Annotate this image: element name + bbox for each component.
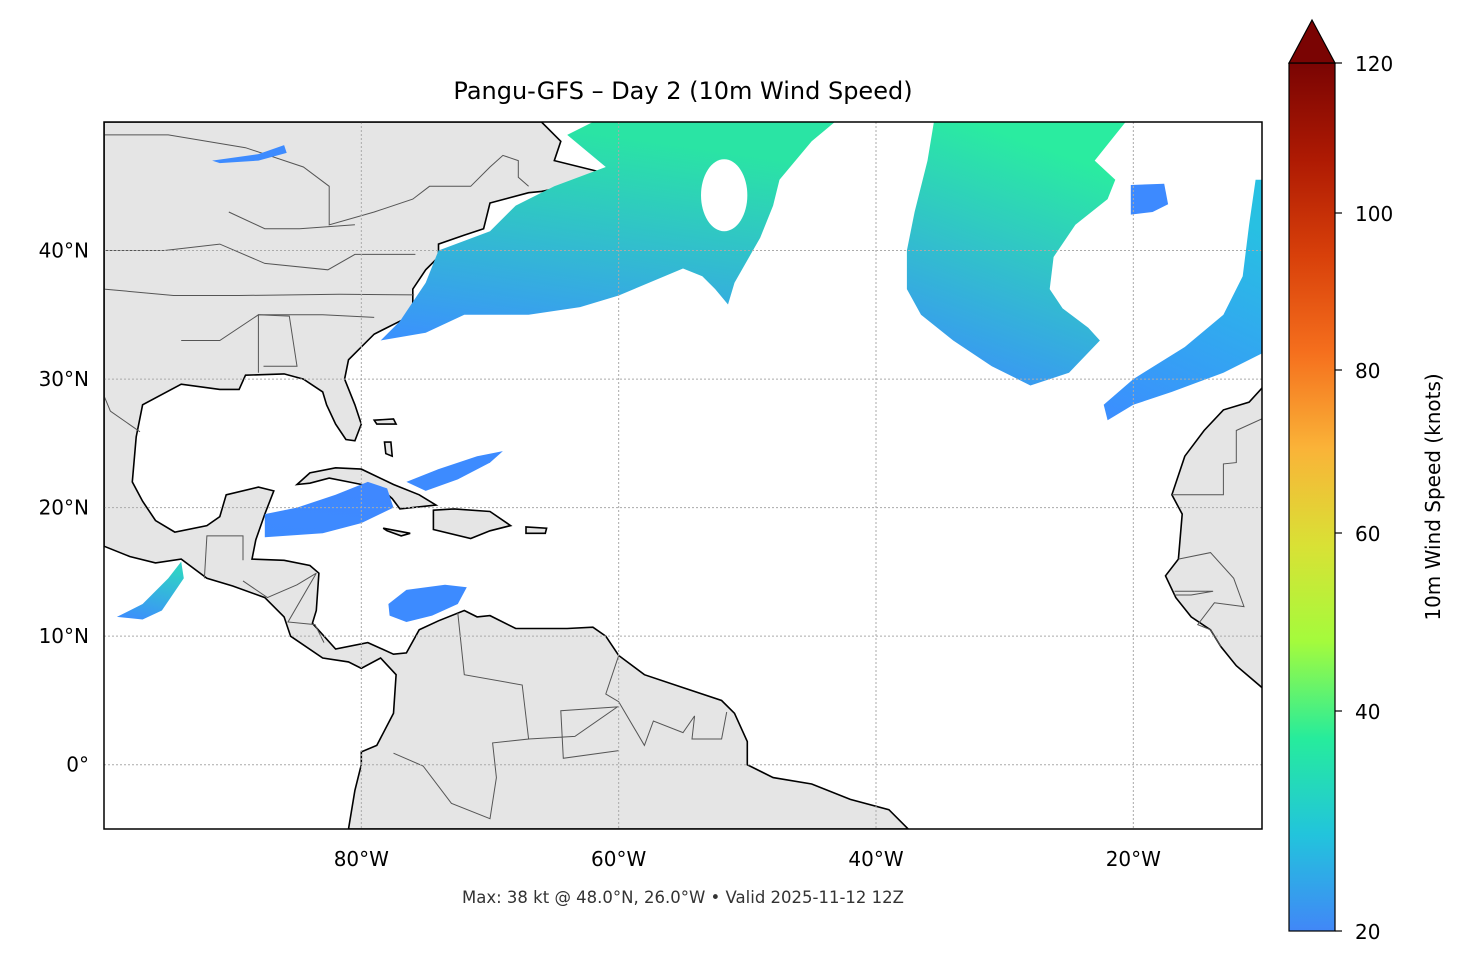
wind-layer xyxy=(116,122,1262,622)
colorbar-ticks: 20 40 60 80 100 120 xyxy=(1335,52,1393,944)
border-us-mexico xyxy=(104,395,141,433)
border-us-states-4 xyxy=(257,314,298,373)
lat-tick-label: 0° xyxy=(66,753,89,777)
colorbar-tick-label: 60 xyxy=(1355,522,1380,546)
colorbar-extend-arrow xyxy=(1287,18,1337,64)
land-puerto-rico xyxy=(525,526,548,535)
lon-tick-label: 40°W xyxy=(848,847,903,871)
border-sa-borders-1 xyxy=(393,612,530,820)
land-bahamas-north xyxy=(372,418,398,425)
border-africa-borders-2 xyxy=(1178,552,1245,647)
border-mexico-guatemala xyxy=(203,535,244,579)
lon-tick-label: 80°W xyxy=(334,847,389,871)
lat-tick-label: 30°N xyxy=(39,367,89,391)
colorbar-gradient xyxy=(1288,62,1336,932)
border-us-states-2 xyxy=(104,288,415,296)
axis-tick-labels: 80°W 60°W 40°W 20°W 40°N 30°N 20°N 10°N 0° xyxy=(39,239,1162,871)
border-us-states-3 xyxy=(181,314,375,341)
wind-region-azores-patch xyxy=(1130,183,1169,215)
land-hispaniola xyxy=(432,508,513,540)
border-africa-borders-3 xyxy=(1174,590,1214,596)
footer-info: Max: 38 kt @ 48.0°N, 26.0°W • Valid 2025… xyxy=(462,888,904,907)
colorbar-tick-label: 20 xyxy=(1355,920,1380,944)
wind-region-caribbean-south xyxy=(388,584,467,622)
wind-region-central-atlantic xyxy=(906,122,1126,386)
border-central-america xyxy=(242,572,325,643)
lon-tick-label: 60°W xyxy=(591,847,646,871)
border-sa-borders-2 xyxy=(605,655,728,747)
map-area xyxy=(104,122,1262,829)
map-frame xyxy=(103,121,1263,830)
colorbar-tick-label: 80 xyxy=(1355,359,1380,383)
border-sa-borders-3 xyxy=(528,706,620,759)
lat-tick-label: 20°N xyxy=(39,496,89,520)
colorbar-tick-label: 100 xyxy=(1355,202,1393,226)
wind-region-bahamas-east xyxy=(406,451,503,491)
lon-tick-label: 20°W xyxy=(1106,847,1161,871)
lat-tick-label: 40°N xyxy=(39,239,89,263)
colorbar: 20 40 60 80 100 120 10m Wind Speed (knots) xyxy=(1287,18,1445,944)
wind-region-lake-superior xyxy=(212,145,287,164)
calm-notch xyxy=(701,159,748,232)
colorbar-tick-label: 120 xyxy=(1355,52,1393,76)
border-africa-borders xyxy=(1171,418,1262,496)
land-jamaica xyxy=(382,527,411,537)
gridlines xyxy=(104,122,1262,829)
land-cuba xyxy=(294,466,439,510)
lat-tick-label: 10°N xyxy=(39,624,89,648)
colorbar-tick-label: 40 xyxy=(1355,700,1380,724)
chart-title: Pangu-GFS – Day 2 (10m Wind Speed) xyxy=(453,77,912,105)
colorbar-label: 10m Wind Speed (knots) xyxy=(1421,373,1445,620)
land-africa xyxy=(1164,387,1262,689)
land-bahamas-andros xyxy=(383,441,394,458)
wind-region-eastern-swath xyxy=(1103,179,1262,421)
border-us-states-5 xyxy=(228,211,355,230)
wind-region-gulf-tehuantepec xyxy=(116,561,184,620)
